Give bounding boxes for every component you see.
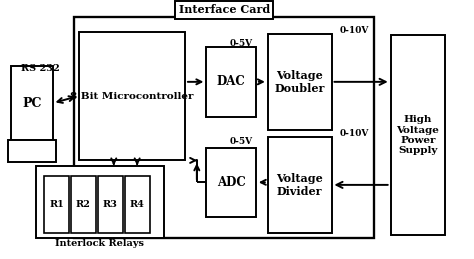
- Bar: [74, 17, 374, 238]
- Bar: [206, 148, 256, 217]
- Bar: [79, 32, 185, 160]
- Text: R1: R1: [49, 200, 64, 209]
- Bar: [268, 34, 331, 130]
- Bar: [71, 176, 96, 233]
- Text: R2: R2: [76, 200, 91, 209]
- Bar: [125, 176, 150, 233]
- Text: R3: R3: [103, 200, 118, 209]
- Bar: [8, 140, 56, 162]
- Bar: [44, 176, 69, 233]
- Text: Interlock Relays: Interlock Relays: [55, 239, 145, 248]
- Text: High
Voltage
Power
Supply: High Voltage Power Supply: [396, 115, 439, 155]
- Text: R4: R4: [130, 200, 145, 209]
- Text: DAC: DAC: [217, 75, 246, 88]
- Text: Voltage
Divider: Voltage Divider: [276, 173, 323, 197]
- Text: Voltage
Doubler: Voltage Doubler: [274, 70, 325, 94]
- Text: PC: PC: [22, 97, 42, 110]
- Bar: [391, 35, 445, 235]
- Bar: [268, 137, 331, 233]
- Text: 0-5V: 0-5V: [229, 39, 252, 48]
- Bar: [206, 47, 256, 117]
- Text: 8 Bit Microcontroller: 8 Bit Microcontroller: [70, 91, 193, 100]
- Text: Interface Card: Interface Card: [179, 4, 270, 15]
- Bar: [36, 166, 164, 238]
- Text: 0-10V: 0-10V: [339, 129, 369, 138]
- Text: 0-5V: 0-5V: [229, 136, 252, 146]
- Text: ADC: ADC: [217, 176, 246, 189]
- Text: 0-10V: 0-10V: [339, 26, 369, 35]
- Bar: [98, 176, 123, 233]
- Text: RS 232: RS 232: [21, 64, 60, 74]
- Bar: [11, 66, 53, 140]
